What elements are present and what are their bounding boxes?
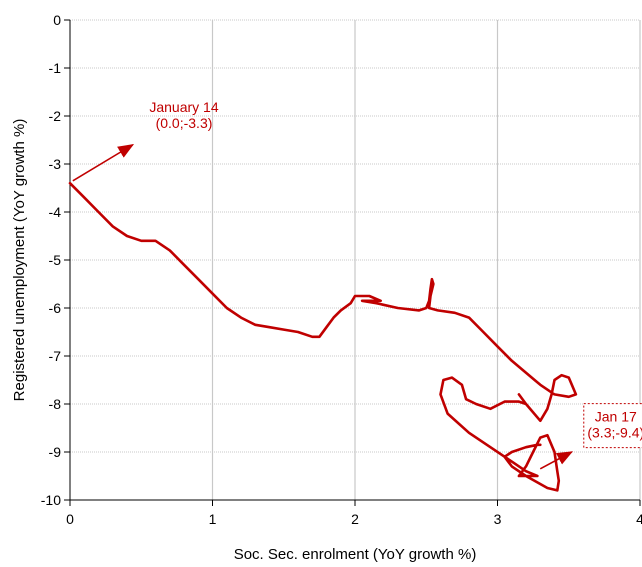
y-tick-label: -1 [49, 60, 62, 76]
x-tick-label: 3 [494, 511, 502, 527]
annotation-value: (3.3;-9.4) [587, 425, 642, 441]
annotation-arrow [72, 143, 135, 182]
annotation-label: Jan 17 [595, 409, 637, 425]
series [68, 181, 578, 492]
series-line [68, 181, 578, 492]
x-tick-label: 1 [209, 511, 217, 527]
y-tick-label: -3 [49, 156, 62, 172]
axes [64, 19, 641, 506]
annotation-box [583, 403, 642, 449]
tick-labels: 0 -1 -2 -3 -4 -5 -6 -7 -8 -9 -10 0 1 2 3 4 [41, 12, 642, 527]
y-tick-label: -4 [49, 204, 62, 220]
y-tick-label: 0 [53, 12, 61, 28]
y-tick-label: -7 [49, 348, 62, 364]
x-axis-label: Soc. Sec. enrolment (YoY growth %) [234, 546, 477, 563]
annotation-label: January 14 [149, 99, 218, 115]
y-tick-label: -5 [49, 252, 62, 268]
gridlines [70, 19, 641, 500]
x-tick-label: 4 [636, 511, 642, 527]
annotation-value: (0.0;-3.3) [156, 115, 213, 131]
y-tick-label: -9 [49, 444, 62, 460]
annotation-arrow [539, 451, 574, 470]
y-axis-label: Registered unemployment (YoY growth %) [11, 119, 28, 402]
y-tick-label: -8 [49, 396, 62, 412]
y-tick-label: -6 [49, 300, 62, 316]
x-tick-label: 2 [351, 511, 359, 527]
annotations: January 14(0.0;-3.3) Jan 17(3.3;-9.4) [72, 99, 642, 470]
x-tick-label: 0 [66, 511, 74, 527]
y-tick-label: -10 [41, 492, 61, 508]
y-tick-label: -2 [49, 108, 62, 124]
